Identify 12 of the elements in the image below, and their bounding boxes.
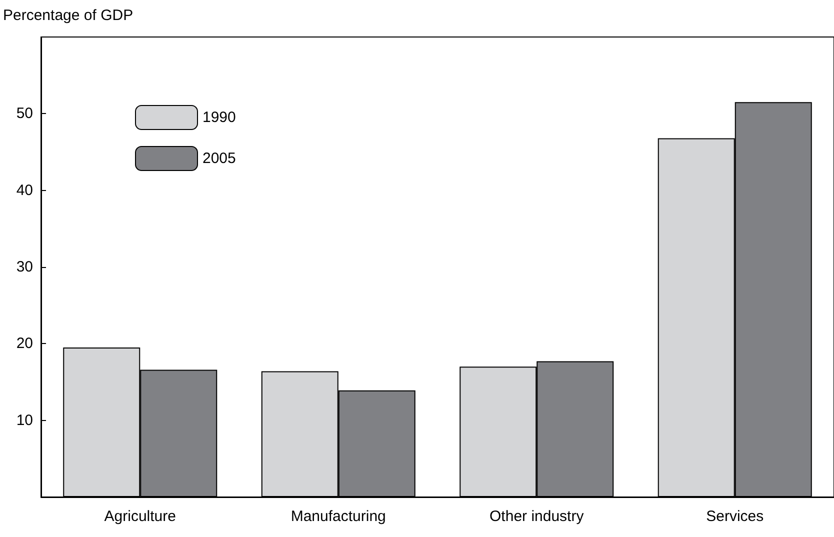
y-tick-label: 50 — [16, 105, 33, 122]
y-axis-title: Percentage of GDP — [3, 7, 134, 24]
y-tick-label: 40 — [16, 182, 33, 199]
legend-label: 2005 — [202, 150, 236, 167]
legend-label: 1990 — [202, 109, 236, 126]
x-tick-label: Other industry — [490, 508, 584, 525]
x-tick-label: Manufacturing — [290, 508, 386, 525]
y-tick-label: 30 — [16, 258, 33, 276]
x-tick-label: Agriculture — [104, 508, 176, 525]
y-tick-label: 20 — [16, 335, 33, 352]
x-tick-label: Services — [706, 508, 764, 525]
y-tick-label: 10 — [16, 412, 33, 429]
